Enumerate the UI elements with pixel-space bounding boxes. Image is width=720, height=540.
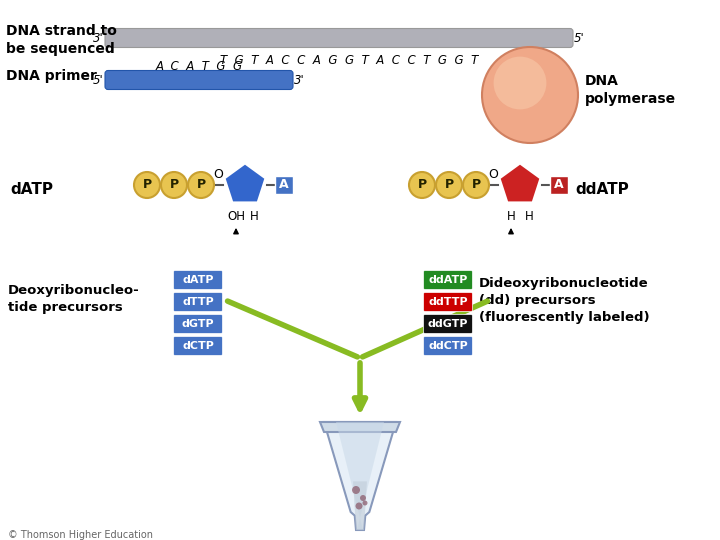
Circle shape (356, 503, 362, 510)
Text: O: O (489, 168, 498, 181)
Text: P: P (472, 179, 480, 192)
Text: ddGTP: ddGTP (428, 319, 468, 329)
Circle shape (436, 172, 462, 198)
Text: A: A (279, 179, 289, 192)
Text: DNA
polymerase: DNA polymerase (585, 74, 676, 106)
Text: DNA strand to
be sequenced: DNA strand to be sequenced (6, 24, 117, 56)
Circle shape (360, 495, 366, 501)
Polygon shape (224, 163, 266, 203)
Circle shape (352, 486, 360, 494)
Polygon shape (336, 422, 384, 530)
FancyBboxPatch shape (423, 271, 472, 289)
Text: A  C  A  T  G  G: A C A T G G (156, 59, 243, 72)
Text: P: P (418, 179, 426, 192)
Text: O: O (214, 168, 223, 181)
Text: dTTP: dTTP (182, 297, 214, 307)
Text: dCTP: dCTP (182, 341, 214, 351)
Circle shape (362, 501, 367, 505)
Text: P: P (197, 179, 206, 192)
Text: P: P (444, 179, 454, 192)
FancyBboxPatch shape (423, 336, 472, 355)
Text: DNA primer: DNA primer (6, 69, 97, 83)
Polygon shape (320, 422, 400, 432)
Circle shape (161, 172, 187, 198)
Circle shape (494, 57, 546, 110)
FancyBboxPatch shape (423, 314, 472, 334)
FancyBboxPatch shape (174, 336, 222, 355)
Circle shape (134, 172, 160, 198)
FancyBboxPatch shape (174, 314, 222, 334)
Text: H: H (507, 211, 516, 224)
Circle shape (463, 172, 489, 198)
Text: 3': 3' (94, 31, 104, 44)
Text: ddATP: ddATP (428, 275, 468, 285)
FancyBboxPatch shape (105, 71, 293, 90)
Text: P: P (169, 179, 179, 192)
FancyBboxPatch shape (423, 293, 472, 312)
Text: dGTP: dGTP (181, 319, 215, 329)
Text: 3': 3' (294, 73, 305, 86)
FancyBboxPatch shape (550, 176, 568, 194)
Text: 5': 5' (94, 73, 104, 86)
Text: dATP: dATP (182, 275, 214, 285)
Polygon shape (499, 163, 541, 203)
Text: H: H (250, 211, 258, 224)
FancyBboxPatch shape (275, 176, 293, 194)
Text: OH: OH (227, 211, 245, 224)
Polygon shape (353, 481, 367, 530)
Text: ddTTP: ddTTP (428, 297, 468, 307)
FancyBboxPatch shape (105, 29, 573, 48)
Circle shape (409, 172, 435, 198)
Text: ddCTP: ddCTP (428, 341, 468, 351)
Text: 5': 5' (574, 31, 585, 44)
Text: A: A (554, 179, 564, 192)
Text: Deoxyribonucleo-
tide precursors: Deoxyribonucleo- tide precursors (8, 284, 140, 314)
Circle shape (188, 172, 214, 198)
Text: Dideoxyribonucleotide
(dd) precursors
(fluorescently labeled): Dideoxyribonucleotide (dd) precursors (f… (479, 277, 649, 324)
Text: T  G  T  A  C  C  A  G  G  T  A  C  C  T  G  G  T: T G T A C C A G G T A C C T G G T (220, 53, 478, 66)
Text: H: H (525, 211, 534, 224)
Text: P: P (143, 179, 152, 192)
Text: © Thomson Higher Education: © Thomson Higher Education (8, 530, 153, 540)
Text: dATP: dATP (10, 183, 53, 198)
FancyBboxPatch shape (174, 293, 222, 312)
FancyBboxPatch shape (174, 271, 222, 289)
Circle shape (482, 47, 578, 143)
Polygon shape (324, 422, 396, 530)
Text: ddATP: ddATP (575, 183, 629, 198)
